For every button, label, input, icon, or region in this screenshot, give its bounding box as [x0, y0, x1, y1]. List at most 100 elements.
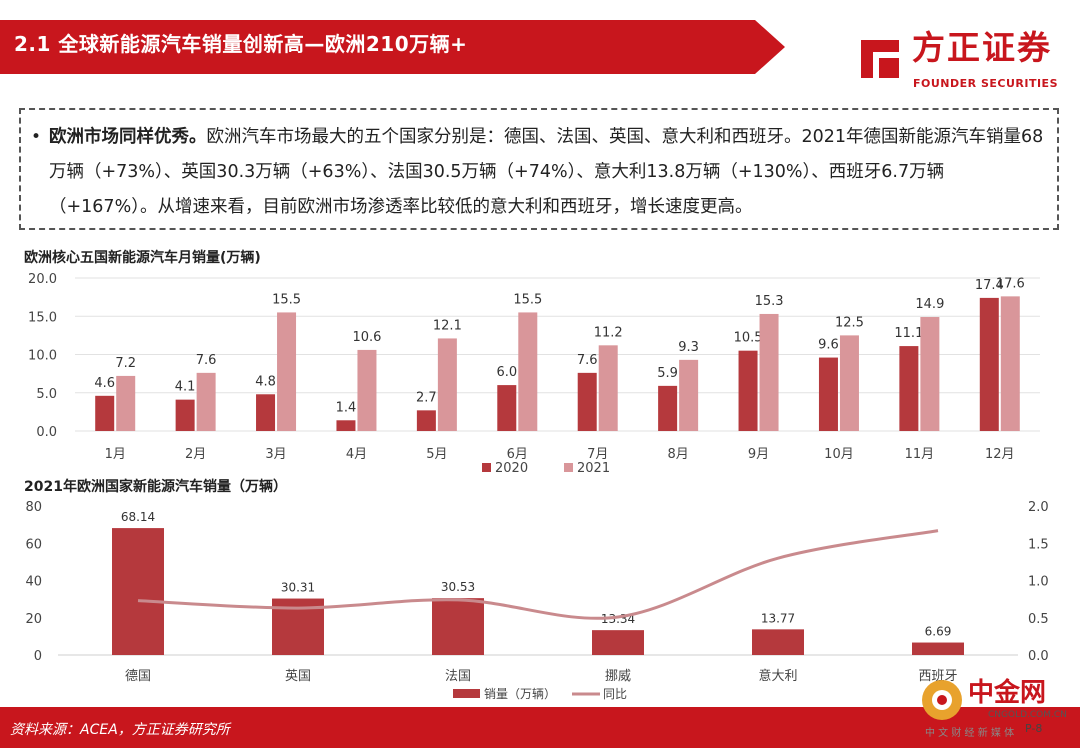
- bar-2020: [175, 399, 195, 431]
- data-label: 4.1: [175, 380, 196, 395]
- y-tick-label: 20: [25, 612, 42, 627]
- bar-2020: [416, 410, 436, 431]
- data-label: 6.0: [496, 365, 517, 380]
- summary-box: • 欧洲市场同样优秀。欧洲汽车市场最大的五个国家分别是：德国、法国、英国、意大利…: [19, 108, 1059, 230]
- data-label: 7.6: [196, 353, 217, 368]
- x-tick-label: 8月: [667, 447, 688, 462]
- bar-sales: [912, 642, 964, 655]
- monthly-sales-chart: 0.0 5.0 10.0 15.0 20.0 4.67.2 1月 4.17.6 2月 4.8 15.…: [28, 272, 1040, 476]
- data-label: 68.14: [121, 510, 155, 524]
- data-label: 4.6: [94, 376, 115, 391]
- x-tick-label: 1月: [105, 447, 126, 462]
- data-label: 10.5: [734, 331, 763, 346]
- bar-sales: [752, 629, 804, 655]
- x-tick-label: 意大利: [758, 668, 797, 684]
- bar-2020: [577, 372, 597, 431]
- y2-tick-label: 0.5: [1028, 612, 1049, 627]
- y2-tick-label: 1.0: [1028, 575, 1049, 590]
- bar-2020: [818, 357, 838, 431]
- bar-2021: [196, 372, 216, 431]
- data-label: 11.2: [594, 325, 623, 340]
- data-label: 2.7: [416, 390, 437, 405]
- page-number: P-8: [1025, 722, 1043, 735]
- bar-2021: [759, 313, 779, 431]
- y-tick-label: 80: [25, 500, 42, 515]
- footer-source: 资料来源：ACEA，方正证券研究所: [10, 722, 230, 738]
- bar-2021: [437, 338, 457, 431]
- x-tick-label: 3月: [265, 447, 286, 462]
- watermark-cn: 中金网: [968, 678, 1047, 708]
- cngold-logo-icon: [922, 680, 962, 720]
- data-label: 9.6: [818, 338, 839, 353]
- bar-sales: [432, 598, 484, 655]
- bar-2021: [679, 359, 699, 431]
- bar-2020: [738, 350, 758, 431]
- legend-label: 销量（万辆）: [484, 687, 556, 701]
- legend-label: 2020: [495, 461, 528, 476]
- data-label: 14.9: [915, 297, 944, 312]
- bar-2020: [658, 385, 678, 431]
- bar-2021: [598, 345, 618, 431]
- bar-2020: [95, 395, 115, 431]
- legend-swatch: [453, 689, 480, 698]
- data-label: 13.77: [761, 611, 795, 625]
- x-tick-label: 2月: [185, 447, 206, 462]
- data-label: 30.53: [441, 580, 475, 594]
- bar-sales: [592, 630, 644, 655]
- yoy-line: [137, 529, 939, 620]
- bar-2021: [357, 349, 377, 431]
- x-tick-label: 英国: [285, 669, 311, 684]
- y-tick-label: 0.0: [36, 425, 57, 440]
- data-label: 11.1: [894, 326, 923, 341]
- data-label: 10.6: [352, 330, 381, 345]
- header-banner: [0, 20, 785, 74]
- country-sales-chart: 0 20 40 60 80 0.0 0.5 1.0 1.5 2.0 68.14 德国 30.31 英国 30…: [25, 500, 1049, 701]
- summary-text: 欧洲市场同样优秀。欧洲汽车市场最大的五个国家分别是：德国、法国、英国、意大利和西…: [49, 120, 1049, 225]
- bar-2020: [497, 385, 517, 431]
- monthly-chart-title: 欧洲核心五国新能源汽车月销量(万辆): [24, 250, 261, 266]
- x-tick-label: 6月: [507, 447, 528, 462]
- y-tick-label: 10.0: [28, 349, 57, 364]
- legend-swatch: [564, 463, 573, 472]
- legend-swatch: [482, 463, 491, 472]
- data-label: 15.5: [272, 292, 301, 307]
- watermark-url: CNGOLD.COM.CN: [988, 710, 1067, 720]
- bar-2021: [277, 312, 297, 431]
- bar-2021: [920, 317, 940, 431]
- data-label: 15.3: [755, 294, 784, 309]
- y-tick-label: 40: [25, 575, 42, 590]
- data-label: 6.69: [925, 625, 952, 639]
- data-label: 15.5: [513, 292, 542, 307]
- data-label: 12.1: [433, 318, 462, 333]
- founder-logo-icon: [861, 40, 899, 78]
- y-tick-label: 15.0: [28, 310, 57, 325]
- data-label: 4.8: [255, 374, 276, 389]
- summary-lead: 欧洲市场同样优秀。: [49, 127, 207, 147]
- summary-body: 欧洲汽车市场最大的五个国家分别是：德国、法国、英国、意大利和西班牙。2021年德…: [49, 127, 1044, 217]
- country-chart-title: 2021年欧洲国家新能源汽车销量（万辆）: [24, 479, 287, 495]
- y-tick-label: 5.0: [36, 387, 57, 402]
- data-label: 1.4: [336, 400, 357, 415]
- bar-2021: [1000, 296, 1020, 431]
- x-tick-label: 9月: [748, 447, 769, 462]
- legend-label: 2021: [577, 461, 610, 476]
- watermark: 中金网 CNGOLD.COM.CN 中 文 财 经 新 媒 体: [920, 678, 1070, 740]
- data-label: 9.3: [678, 340, 699, 355]
- watermark-tagline: 中 文 财 经 新 媒 体: [925, 728, 1015, 739]
- y2-tick-label: 0.0: [1028, 649, 1049, 664]
- x-tick-label: 挪威: [605, 669, 631, 684]
- brand-logo: 方正证券 FOUNDER SECURITIES: [855, 28, 1070, 98]
- bar-2021: [839, 335, 859, 431]
- data-label: 7.2: [115, 356, 136, 371]
- y-tick-label: 60: [25, 537, 42, 552]
- x-tick-label: 5月: [426, 447, 447, 462]
- bar-sales: [112, 528, 164, 655]
- bar-2020: [256, 394, 276, 431]
- x-tick-label: 10月: [824, 447, 854, 462]
- x-tick-label: 西班牙: [918, 669, 957, 684]
- y-tick-label: 20.0: [28, 272, 57, 287]
- bar-2020: [979, 297, 999, 431]
- data-label: 5.9: [657, 366, 678, 381]
- y2-tick-label: 2.0: [1028, 500, 1049, 515]
- x-tick-label: 7月: [587, 447, 608, 462]
